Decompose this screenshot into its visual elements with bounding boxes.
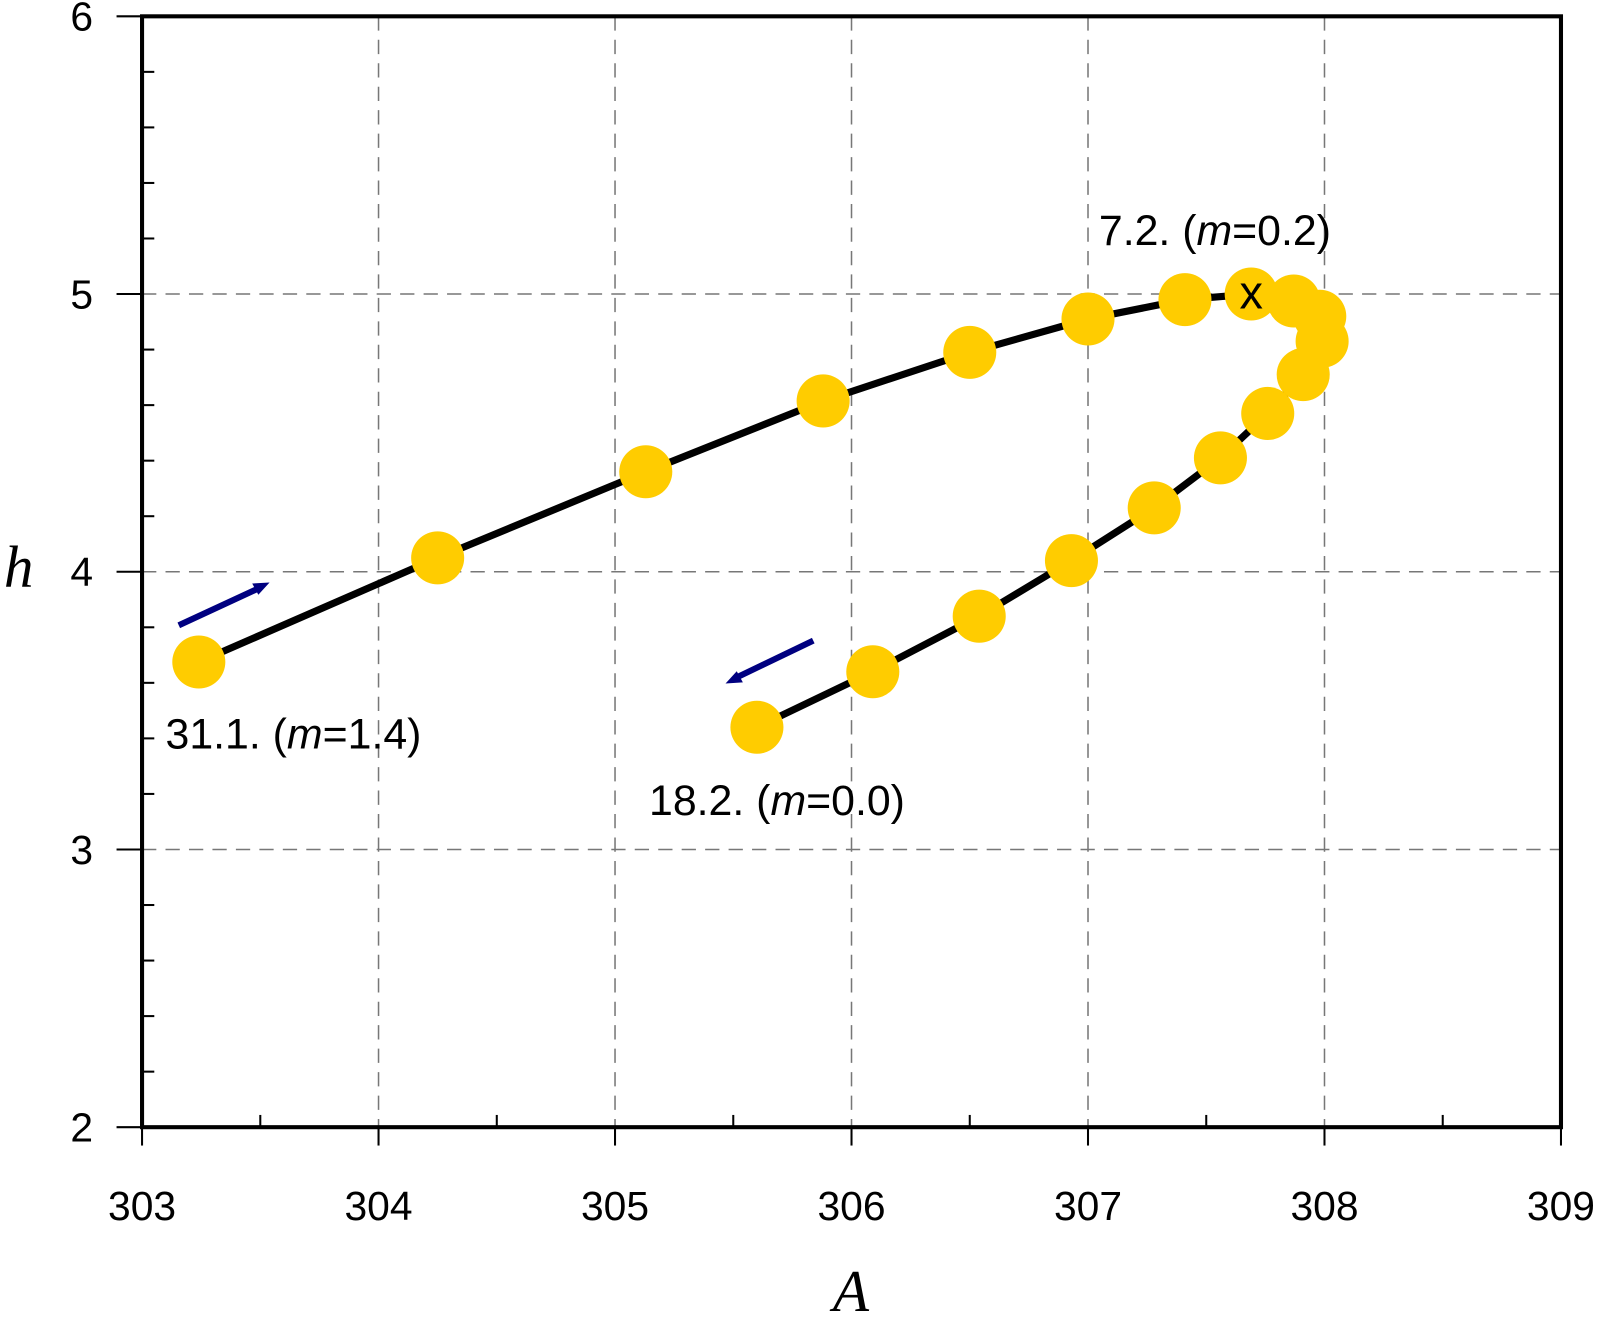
y-tick-label: 6 — [70, 0, 93, 40]
plot-frame — [140, 14, 1564, 1130]
y-tick-label: 4 — [70, 549, 93, 595]
x-axis-label: A — [829, 1258, 870, 1321]
x-tick-label: 309 — [1527, 1183, 1595, 1229]
x-tick-label: 303 — [108, 1183, 176, 1229]
y-tick-label: 3 — [70, 827, 93, 873]
y-axis-label: h — [4, 534, 34, 600]
data-point — [796, 374, 850, 428]
annotation-peak-pre: 7.2. ( — [1099, 207, 1197, 255]
x-tick-label: 304 — [344, 1183, 412, 1229]
grid — [142, 16, 1561, 1128]
markers — [172, 267, 1349, 754]
data-point — [1044, 534, 1098, 588]
data-point — [1241, 386, 1295, 440]
y-tick-label: 5 — [70, 271, 93, 317]
data-point — [1127, 481, 1181, 535]
data-point — [1158, 273, 1212, 327]
direction-arrow-down — [725, 637, 815, 684]
x-tick-label: 306 — [817, 1183, 885, 1229]
annotation-peak-post: =0.2) — [1232, 207, 1331, 255]
data-point — [1224, 267, 1278, 321]
data-point — [411, 531, 465, 585]
annotation-peak: 7.2. (m=0.2) — [1099, 207, 1331, 255]
data-point — [1276, 348, 1330, 402]
x-tick-label: 307 — [1054, 1183, 1122, 1229]
y-tick-labels: 2 3 4 5 6 — [70, 0, 93, 1150]
data-point — [952, 589, 1006, 643]
current-point-x-marker: x — [1239, 266, 1262, 318]
x-tick-label: 305 — [581, 1183, 649, 1229]
data-point — [619, 445, 673, 499]
data-point — [943, 325, 997, 379]
x-tick-labels: 303 304 305 306 307 308 309 — [108, 1183, 1595, 1229]
annotation-start-pre: 31.1. ( — [166, 711, 288, 759]
y-tick-label: 2 — [70, 1104, 93, 1150]
data-point — [1193, 431, 1247, 485]
annotation-end-post: =0.0) — [806, 777, 905, 825]
ticks — [116, 15, 1562, 1146]
annotation-peak-var: m — [1196, 207, 1232, 255]
data-point — [1061, 292, 1115, 346]
annotation-start-var: m — [287, 711, 323, 759]
annotation-end: 18.2. (m=0.0) — [649, 777, 905, 825]
annotation-start: 31.1. (m=1.4) — [166, 711, 422, 759]
x-tick-label: 308 — [1290, 1183, 1358, 1229]
data-point — [730, 700, 784, 754]
annotation-start-post: =1.4) — [323, 711, 422, 759]
annotation-end-var: m — [770, 777, 806, 825]
direction-arrow-up — [177, 582, 270, 629]
data-point — [846, 645, 900, 699]
annotation-end-pre: 18.2. ( — [649, 777, 771, 825]
data-point — [172, 635, 226, 689]
